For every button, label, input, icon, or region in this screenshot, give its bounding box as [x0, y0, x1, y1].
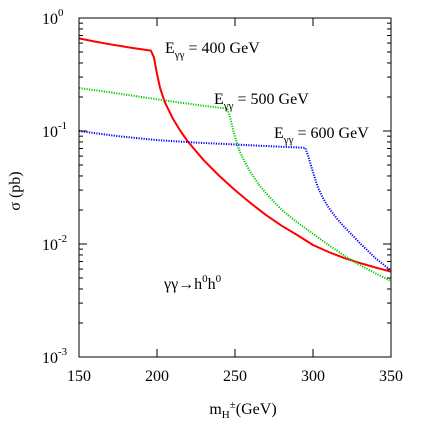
y-axis-label: σ (pb) — [7, 171, 24, 210]
series-label-2: Eγγ = 500 GeV — [214, 91, 309, 112]
plot-frame — [78, 17, 392, 358]
y-tick-label: 10-3 — [42, 346, 68, 367]
series-labels: Eγγ = 400 GeV Eγγ = 500 GeV Eγγ = 600 GeV — [165, 40, 369, 146]
series-line-3 — [78, 130, 392, 272]
x-tick-label: 250 — [223, 368, 247, 385]
y-tick-label: 100 — [42, 7, 64, 28]
y-tick-label: 10-1 — [42, 120, 67, 141]
y-tick-labels: 100 10-1 10-2 10-3 — [42, 7, 68, 367]
x-tick-label: 200 — [145, 368, 169, 385]
x-tick-label: 350 — [379, 368, 403, 385]
x-tick-label: 300 — [301, 368, 325, 385]
x-axis-label: mH±(GeV) — [209, 399, 276, 421]
process-annotation: γγ→h0h0 — [163, 273, 222, 293]
series-label-1: Eγγ = 400 GeV — [165, 40, 260, 61]
x-tick-label: 150 — [67, 368, 91, 385]
axis-ticks — [78, 17, 392, 358]
series-line-2 — [78, 87, 392, 282]
series-curves — [78, 37, 392, 282]
x-tick-labels: 150 200 250 300 350 — [67, 368, 403, 385]
series-label-3: Eγγ = 600 GeV — [274, 125, 369, 146]
y-tick-label: 10-2 — [42, 233, 67, 254]
series-line-1 — [78, 37, 392, 273]
